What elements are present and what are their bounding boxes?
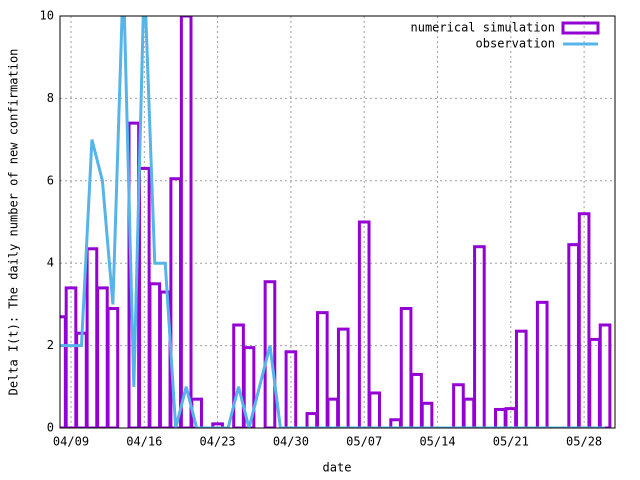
y-tick-label: 4 [47, 256, 54, 270]
bar [232, 323, 245, 428]
x-tick-label: 04/23 [200, 435, 236, 449]
x-tick-label: 05/28 [566, 435, 602, 449]
y-tick-label: 6 [47, 173, 54, 187]
bar [75, 331, 88, 428]
bar [577, 212, 591, 428]
bar [284, 350, 298, 428]
legend-label: observation [476, 37, 555, 51]
bar [96, 286, 109, 428]
bar [106, 307, 120, 428]
bar [368, 391, 381, 428]
bar [60, 315, 67, 428]
bar [588, 337, 601, 428]
bar [399, 307, 413, 428]
bar [473, 245, 486, 428]
bar [452, 383, 465, 428]
x-tick-label: 05/21 [493, 435, 529, 449]
plot-area [60, 16, 612, 428]
bar [598, 323, 612, 428]
x-tick-label: 05/14 [419, 435, 455, 449]
x-axis-label: date [323, 461, 352, 475]
bar [315, 311, 329, 428]
y-tick-label: 8 [47, 91, 54, 105]
bar [494, 407, 507, 428]
plot-frame [59, 15, 616, 429]
legend-swatch [561, 21, 600, 35]
y-axis-label: Delta I(t): The daily number of new conf… [7, 49, 21, 396]
bar [211, 422, 224, 428]
y-tick-label: 2 [47, 338, 54, 352]
bar [567, 243, 580, 428]
x-tick-label: 05/07 [346, 435, 382, 449]
bar [242, 346, 256, 428]
bar [305, 412, 319, 428]
bar [357, 220, 371, 428]
x-tick-label: 04/16 [126, 435, 162, 449]
bar [462, 397, 476, 428]
bar [535, 300, 549, 428]
legend-label: numerical simulation [411, 21, 556, 35]
line [60, 16, 606, 428]
x-tick-label: 04/09 [53, 435, 89, 449]
bar [336, 327, 350, 428]
bar [326, 397, 340, 428]
bar [148, 282, 162, 428]
bar [85, 247, 99, 428]
bar [179, 16, 193, 428]
bar [420, 401, 434, 428]
y-tick-label: 10 [40, 9, 54, 23]
bar [410, 372, 423, 428]
x-tick-label: 04/30 [273, 435, 309, 449]
y-tick-label: 0 [47, 421, 54, 435]
